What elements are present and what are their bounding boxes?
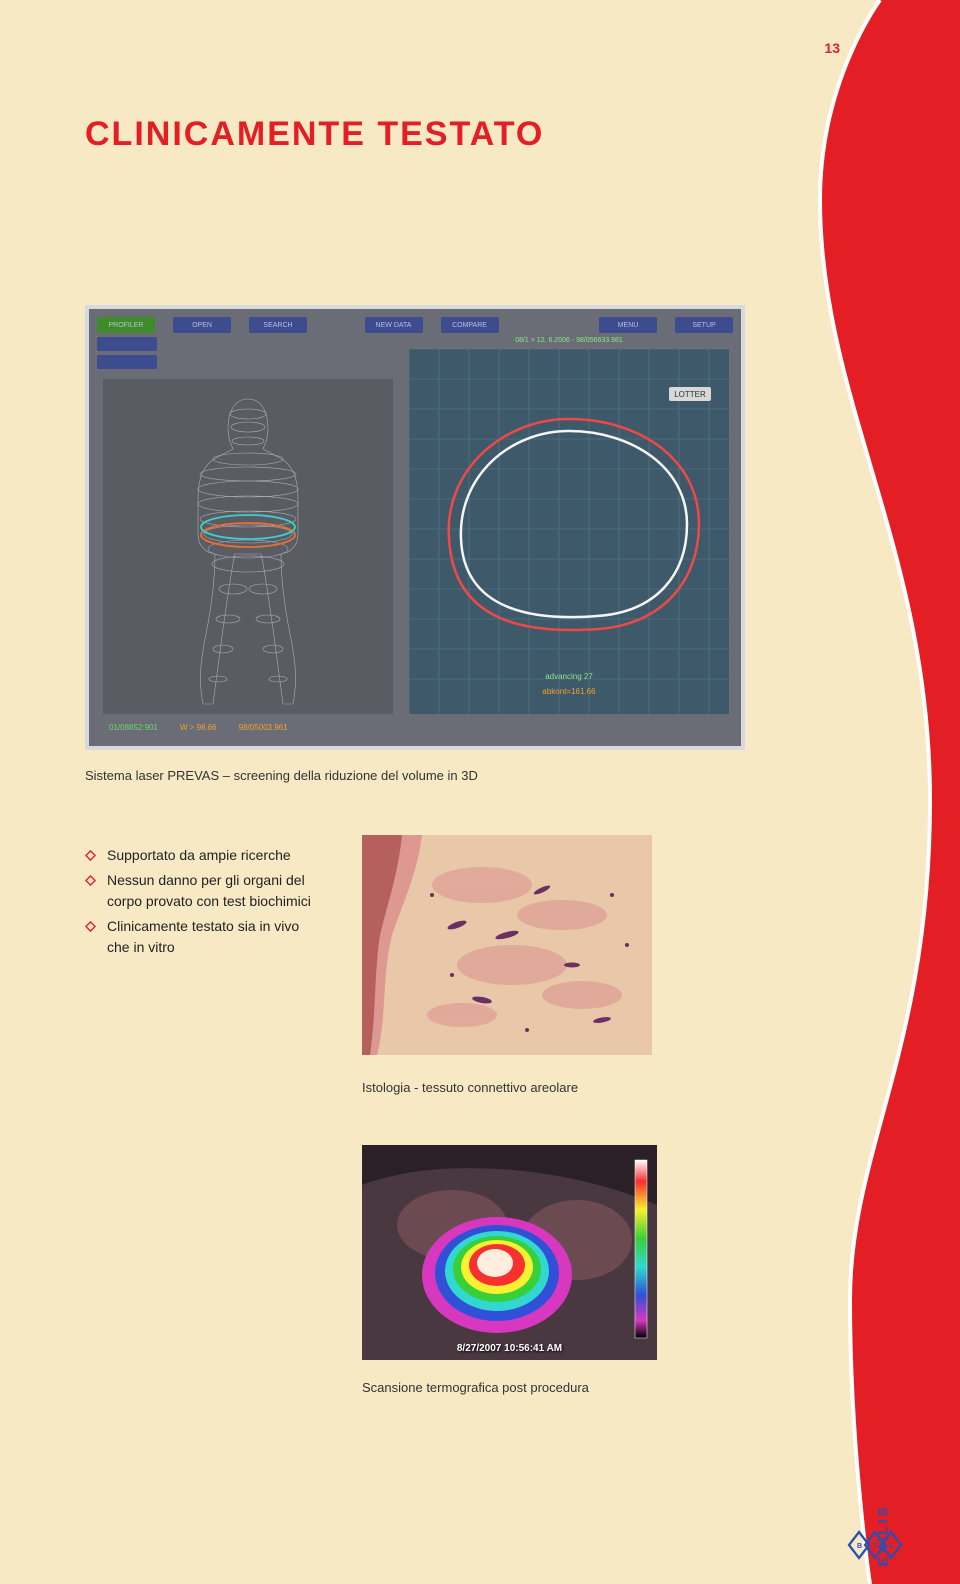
caption-histology: Istologia - tessuto connettivo areolare — [362, 1080, 578, 1095]
brand-logo-icon: B T L — [845, 1528, 905, 1562]
diamond-icon — [85, 875, 96, 886]
diamond-icon — [85, 850, 96, 861]
toolbar-btn: NEW DATA — [365, 317, 423, 333]
svg-text:T: T — [873, 1543, 878, 1550]
toolbar-small-btn — [97, 355, 157, 369]
svg-text:B: B — [857, 1543, 862, 1550]
toolbar-btn: PROFILER — [97, 317, 155, 333]
toolbar-btn: COMPARE — [441, 317, 499, 333]
body-scan-status: 01/08852:901 W > 98.66 98/05003.961 — [103, 721, 393, 734]
page-accent-curve — [760, 0, 960, 1584]
body-scan-view — [103, 379, 393, 714]
list-item: Clinicamente testato sia in vivo che in … — [85, 916, 325, 958]
toolbar-btn: SETUP — [675, 317, 733, 333]
svg-text:abkont=161.66: abkont=161.66 — [542, 687, 596, 696]
toolbar-btn: OPEN — [173, 317, 231, 333]
toolbar-btn: MENU — [599, 317, 657, 333]
scan-software-screenshot: PROFILER OPEN SEARCH NEW DATA COMPARE ME… — [85, 305, 745, 750]
bullet-list: Supportato da ampie ricerche Nessun dann… — [85, 845, 325, 962]
diamond-icon — [85, 921, 96, 932]
page-number: 13 — [824, 40, 840, 56]
thermographic-timestamp: 8/27/2007 10:56:41 AM — [457, 1343, 562, 1354]
list-item: Nessun danno per gli organi del corpo pr… — [85, 870, 325, 912]
toolbar-btn: SEARCH — [249, 317, 307, 333]
svg-text:L: L — [889, 1543, 894, 1550]
toolbar-small-btn — [97, 337, 157, 351]
scan-toolbar: PROFILER OPEN SEARCH NEW DATA COMPARE ME… — [97, 317, 733, 335]
scan-info-bar: 08/1 > 12. 6.2006 - 98/056633.981 — [409, 337, 729, 349]
caption-thermographic: Scansione termografica post procedura — [362, 1380, 589, 1395]
svg-text:advancing 27: advancing 27 — [545, 672, 593, 681]
thermographic-image: 8/27/2007 10:56:41 AM — [362, 1145, 657, 1360]
list-item: Supportato da ampie ricerche — [85, 845, 325, 866]
histology-image — [362, 835, 652, 1055]
caption-scan: Sistema laser PREVAS – screening della r… — [85, 768, 478, 783]
page-title: CLINICAMENTE TESTATO — [85, 115, 544, 154]
svg-text:LOTTER: LOTTER — [674, 390, 706, 399]
cross-section-grid: LOTTER advancing 27 abkont=161.66 — [409, 349, 729, 714]
